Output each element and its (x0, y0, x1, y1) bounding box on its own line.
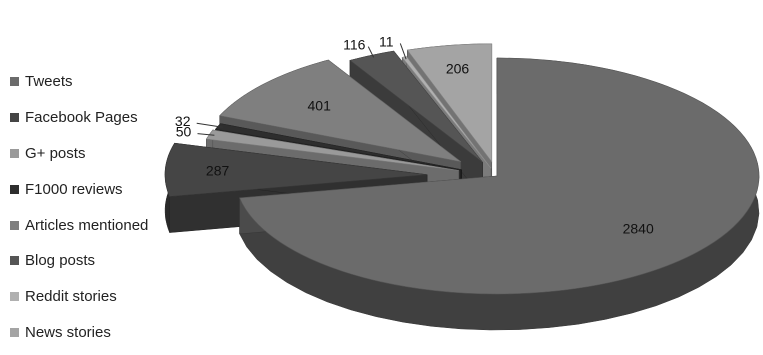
data-label-g-posts: 50 (176, 124, 192, 140)
legend-swatch (10, 220, 19, 230)
legend-item-news-stories: News stories (10, 315, 148, 351)
slice-facebook-pages (164, 142, 428, 197)
legend-label: Reddit stories (25, 288, 117, 306)
leader-line-f1000-reviews (196, 122, 223, 128)
legend-label: G+ posts (25, 144, 86, 162)
legend-swatch (10, 292, 19, 302)
slice-tweets (239, 57, 760, 295)
legend-label: Articles mentioned (25, 216, 149, 234)
legend-label: Blog posts (25, 252, 96, 270)
data-label-f1000-reviews: 32 (175, 113, 191, 129)
data-label-articles-mentioned: 401 (308, 98, 332, 114)
slice-reddit-stories (401, 56, 492, 169)
slice-articles-mentioned (219, 59, 462, 163)
legend-swatch (10, 113, 19, 123)
slice-blog-posts (349, 50, 483, 163)
leader-line-g-posts (197, 133, 215, 136)
legend-label: Tweets (25, 73, 73, 91)
legend-item-facebook-pages: Facebook Pages (10, 100, 148, 136)
legend-swatch (10, 77, 19, 87)
legend-swatch (10, 256, 19, 266)
data-label-news-stories: 206 (446, 61, 470, 77)
legend-swatch (10, 148, 19, 158)
legend-item-articles-mentioned: Articles mentioned (10, 207, 148, 243)
legend-item-blog-posts: Blog posts (10, 243, 148, 279)
legend-label: F1000 reviews (25, 180, 123, 198)
slice-news-stories (406, 43, 493, 163)
chart-legend: Tweets Facebook Pages G+ posts F1000 review… (10, 64, 148, 350)
data-label-blog-posts: 116 (343, 37, 366, 53)
leader-line-blog-posts (367, 46, 375, 58)
data-label-reddit-stories: 11 (379, 33, 394, 49)
data-label-tweets: 2840 (623, 221, 654, 237)
legend-item-tweets: Tweets (10, 64, 148, 100)
leader-line-reddit-stories (399, 43, 407, 60)
legend-label: News stories (25, 323, 111, 341)
legend-item-g-posts: G+ posts (10, 136, 148, 172)
legend-swatch (10, 184, 19, 194)
legend-swatch (10, 327, 19, 337)
legend-item-reddit-stories: Reddit stories (10, 279, 148, 315)
legend-item-f1000-reviews: F1000 reviews (10, 171, 148, 207)
legend-label: Facebook Pages (25, 109, 138, 127)
data-label-facebook-pages: 287 (206, 163, 230, 179)
